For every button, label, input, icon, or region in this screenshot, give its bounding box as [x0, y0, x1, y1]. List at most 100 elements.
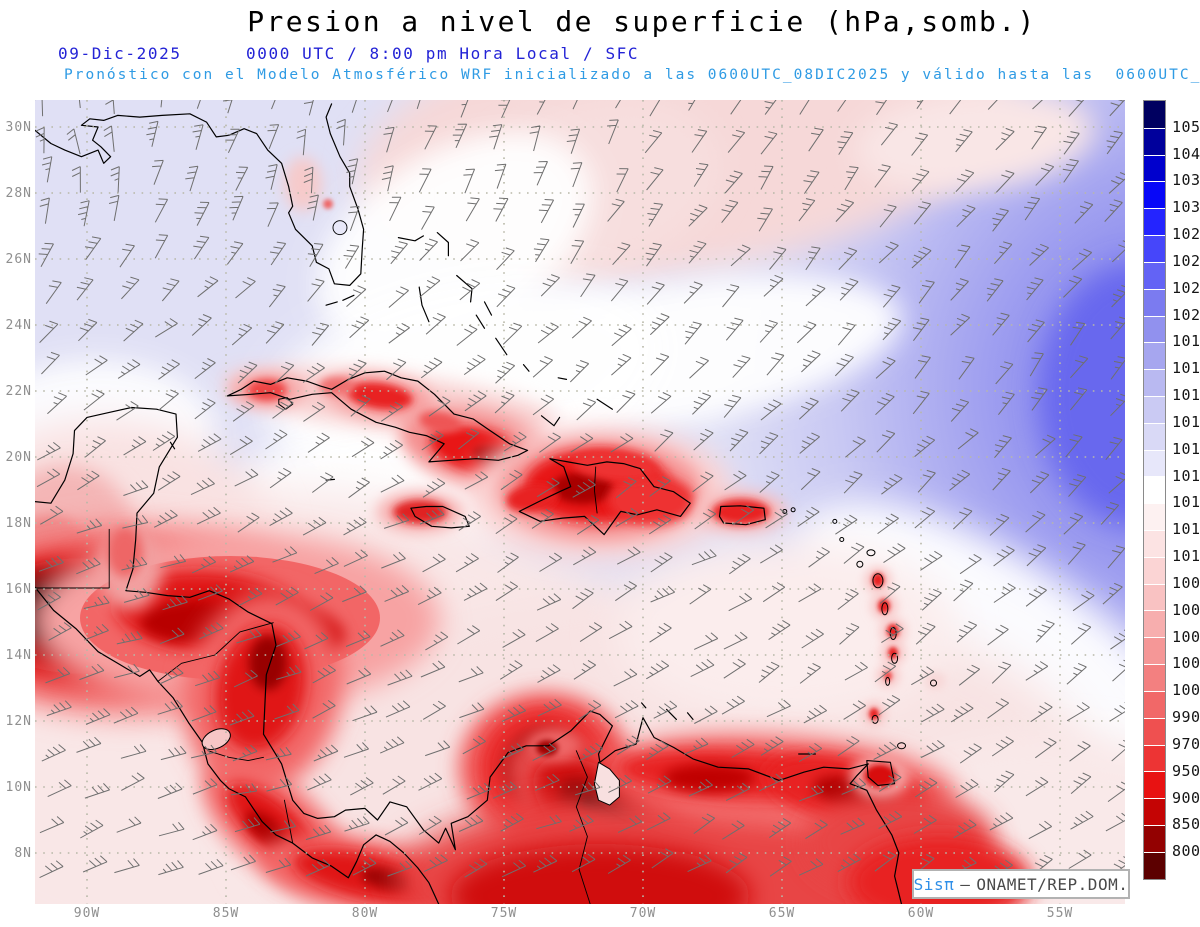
wind-barb	[536, 477, 560, 498]
wind-barb	[390, 241, 408, 265]
coastline-cat-island	[483, 301, 493, 316]
colorbar-segment	[1144, 744, 1165, 772]
lat-axis-label: 24N	[5, 318, 32, 333]
coastline-abaco	[436, 232, 449, 257]
wind-barb	[649, 476, 671, 497]
wind-barb	[46, 700, 72, 717]
wind-barb	[496, 247, 515, 271]
wind-barb	[877, 513, 899, 535]
wind-barb	[688, 779, 713, 797]
wind-barb	[116, 400, 139, 421]
wind-barb	[837, 322, 856, 346]
wind-barb	[689, 584, 712, 605]
wind-barb	[199, 622, 224, 640]
wind-barb	[110, 166, 120, 193]
wind-barb	[953, 579, 974, 602]
wind-barb	[37, 442, 61, 461]
coastline-eleuthera	[456, 274, 473, 303]
wind-barb	[380, 629, 405, 647]
wind-barb	[995, 127, 1015, 151]
wind-barb	[536, 593, 562, 611]
wind-barb	[417, 586, 442, 606]
wind-barb	[882, 317, 902, 341]
wind-barb	[312, 664, 336, 684]
lon-axis-label: 70W	[629, 906, 657, 921]
wind-barb	[78, 318, 98, 342]
wind-barb	[460, 239, 480, 262]
colorbar-label: 1002	[1172, 654, 1200, 673]
wind-barb	[840, 389, 860, 412]
colorbar-segment	[1144, 288, 1165, 316]
colorbar-segment	[1144, 851, 1165, 879]
wind-barb	[267, 124, 280, 149]
wind-barb	[1107, 545, 1125, 569]
wind-barb	[694, 705, 718, 724]
wind-barb	[265, 164, 278, 190]
wind-barb	[232, 744, 258, 762]
wind-barb	[458, 666, 484, 683]
wind-barb	[1067, 541, 1086, 565]
wind-barb	[1108, 472, 1125, 494]
wind-barb	[350, 777, 374, 796]
wind-barb	[1027, 319, 1045, 343]
wind-barb	[198, 584, 223, 601]
wind-barb	[881, 473, 903, 495]
wind-barb	[194, 358, 216, 379]
wind-barb	[154, 198, 169, 223]
wind-barb	[192, 823, 218, 841]
lat-axis-label: 18N	[5, 516, 32, 531]
wind-barb	[684, 321, 702, 345]
wind-barb	[874, 661, 897, 683]
colorbar-label: 1050	[1172, 117, 1200, 136]
wind-barb	[992, 312, 1010, 336]
wind-barb	[993, 545, 1015, 567]
wind-barb	[799, 662, 821, 684]
wind-barb	[841, 778, 867, 795]
wind-barb	[566, 128, 581, 154]
wind-barb	[502, 322, 523, 345]
wind-barb	[76, 518, 103, 534]
wind-barb	[269, 241, 287, 266]
wind-barb	[146, 120, 159, 147]
wind-barb	[232, 401, 255, 422]
wind-barb	[649, 622, 672, 643]
wind-barb	[158, 860, 184, 876]
wind-barb	[727, 129, 746, 153]
wind-barb	[1068, 474, 1087, 497]
wind-barb	[837, 131, 854, 155]
wind-barb	[875, 357, 896, 379]
wind-barb	[728, 592, 753, 612]
wind-barb	[380, 439, 403, 460]
wind-barb	[878, 241, 899, 264]
wind-barb	[466, 782, 492, 800]
wind-barb	[646, 740, 669, 761]
colorbar-segment	[1144, 369, 1165, 396]
wind-barb	[455, 553, 479, 573]
coastline-lesser-antilles-island	[856, 560, 864, 568]
wind-barb	[759, 320, 778, 343]
colorbar-segment	[1144, 583, 1165, 611]
wind-barb	[348, 205, 360, 231]
colorbar-label: 1004	[1172, 627, 1200, 646]
wind-barb	[158, 389, 179, 411]
wind-barb	[758, 661, 780, 683]
wind-barb	[994, 770, 1015, 793]
colorbar-label: 1025	[1172, 251, 1200, 270]
wind-barb	[79, 663, 105, 681]
wind-barb	[230, 854, 256, 871]
wind-barb	[265, 429, 288, 450]
coastline-lesser-antilles-island	[872, 573, 884, 589]
wind-barb	[808, 127, 824, 152]
wind-barb	[796, 321, 817, 344]
wind-barb	[155, 318, 178, 338]
watermark-text: ONAMET/REP.DOM.	[976, 874, 1129, 894]
watermark: Sisπ – ONAMET/REP.DOM.	[912, 869, 1130, 899]
wind-barb	[576, 514, 600, 535]
colorbar-segment	[1144, 556, 1165, 584]
wind-barb	[494, 391, 515, 414]
wind-barb	[683, 281, 703, 304]
wind-barb	[994, 241, 1013, 265]
wind-barb	[383, 513, 410, 529]
coastline-andros	[418, 286, 430, 323]
colorbar-label: 1012	[1172, 520, 1200, 539]
